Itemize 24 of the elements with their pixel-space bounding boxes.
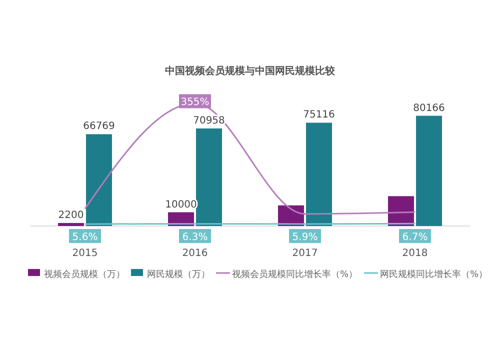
data-label: 5.6% xyxy=(72,232,98,243)
chart-title: 中国视频会员规模与中国网民规模比较 xyxy=(165,65,336,77)
data-label: 66769 xyxy=(83,121,115,132)
data-label: 80166 xyxy=(413,102,445,114)
bar xyxy=(306,122,332,226)
bar xyxy=(86,134,112,226)
bar xyxy=(196,128,222,226)
x-tick-label: 2015 xyxy=(72,248,98,259)
bar xyxy=(388,196,414,226)
data-label: 6.7% xyxy=(402,232,428,243)
data-label: 355% xyxy=(180,97,210,108)
legend-label: 视频会员规模同比增长率（%） xyxy=(232,269,358,280)
data-label: 75116 xyxy=(303,110,335,121)
x-tick-label: 2018 xyxy=(402,248,428,259)
bar xyxy=(58,222,84,226)
data-label: 6.3% xyxy=(182,232,208,243)
data-label: 5.9% xyxy=(292,232,318,243)
data-label: 2200 xyxy=(58,210,84,221)
x-tick-label: 2017 xyxy=(292,248,318,259)
x-tick-label: 2016 xyxy=(182,248,208,259)
legend-label: 网民规模同比增长率（%） xyxy=(380,269,488,280)
legend-label: 网民规模（万） xyxy=(147,269,210,280)
legend-label: 视频会员规模（万） xyxy=(44,269,125,280)
bar xyxy=(416,116,442,226)
